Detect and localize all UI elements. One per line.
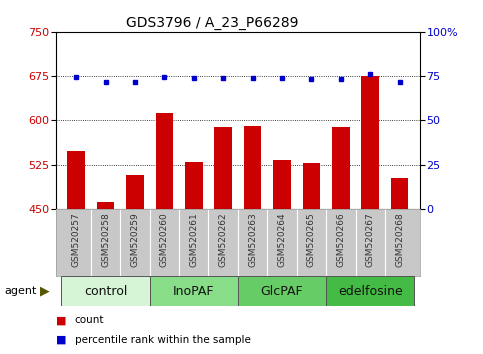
Bar [273,160,291,209]
Bar [391,178,409,209]
Text: ■: ■ [56,315,66,325]
Bar [61,276,150,306]
Text: GSM520264: GSM520264 [278,212,286,267]
Text: control: control [84,285,127,298]
Bar [156,113,173,209]
Text: GSM520266: GSM520266 [336,212,345,267]
Text: GSM520268: GSM520268 [395,212,404,267]
Bar [302,163,320,209]
Bar [244,126,261,209]
Text: GSM520257: GSM520257 [71,212,81,267]
Text: ■: ■ [56,335,66,345]
Text: GSM520258: GSM520258 [101,212,110,267]
Bar [150,276,238,306]
Bar [326,276,414,306]
Text: agent: agent [5,286,37,296]
Text: GDS3796 / A_23_P66289: GDS3796 / A_23_P66289 [126,16,299,30]
Text: GSM520260: GSM520260 [160,212,169,267]
Text: InoPAF: InoPAF [173,285,214,298]
Text: percentile rank within the sample: percentile rank within the sample [75,335,251,345]
Text: GlcPAF: GlcPAF [261,285,303,298]
Text: GSM520265: GSM520265 [307,212,316,267]
Text: GSM520263: GSM520263 [248,212,257,267]
Bar [214,127,232,209]
Text: GSM520259: GSM520259 [130,212,140,267]
Text: count: count [75,315,104,325]
Text: GSM520262: GSM520262 [219,212,227,267]
Bar [238,276,326,306]
Bar [97,202,114,209]
Bar [332,127,350,209]
Bar [185,162,202,209]
Text: GSM520267: GSM520267 [366,212,375,267]
Text: ▶: ▶ [40,285,50,298]
Text: GSM520261: GSM520261 [189,212,198,267]
Text: edelfosine: edelfosine [338,285,403,298]
Bar [126,175,144,209]
Bar [67,151,85,209]
Bar [361,76,379,209]
